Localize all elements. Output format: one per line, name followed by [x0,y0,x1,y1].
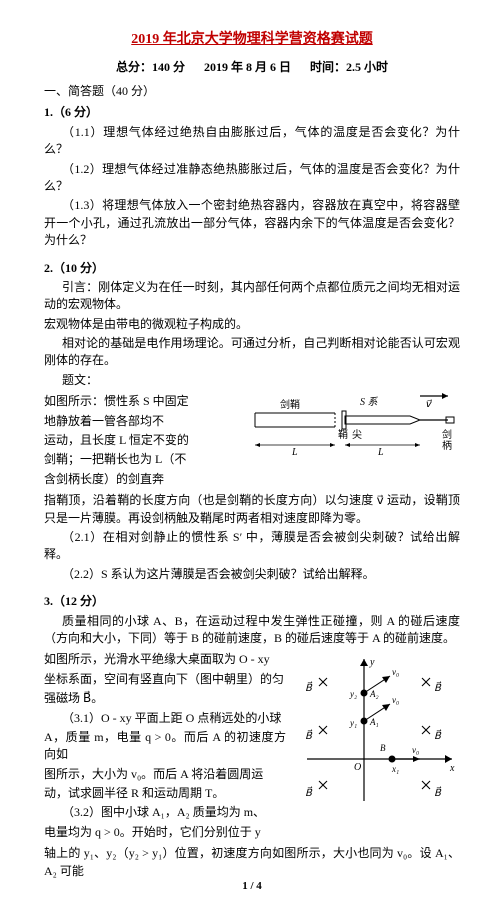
q2-left-2: 地静放着一管各部均不 [44,413,244,430]
svg-text:剑鞘: 剑鞘 [280,398,300,411]
svg-text:v₀: v₀ [412,745,419,755]
svg-text:v₀: v₀ [392,695,399,705]
q2-2: （2.2）S 系认为这片薄膜是否会被剑尖刺破？试给出解释。 [44,566,460,583]
q2-intro-1: 引言：刚体定义为在任一时刻，其内部任何两个点都位质元之间均无相对运动的宏观物体。 [44,279,460,314]
svg-text:柄: 柄 [442,439,452,452]
svg-text:B⃗: B⃗ [305,787,313,800]
q3-l4b: 电量均为 q > 0。开始时，它们分别位于 y [44,824,286,841]
svg-text:A₁: A₁ [369,717,379,727]
q1-number: 1.（6 分） [44,104,460,121]
coordinate-diagram: x y O B⃗ B⃗ B⃗ B⃗ B⃗ B⃗ A₂ y₂ v [292,651,460,811]
svg-text:鞘: 鞘 [338,428,348,441]
q2-intro-4: 题文： [44,372,460,389]
q3-l1: 坐标系面，空间有竖直向下（图中朝里）的匀 [44,671,286,688]
q3-l3a: （3.1）O - xy 平面上距 O 点稍远处的小球 [44,710,286,727]
q1-1: （1.1）理想气体经过绝热自由膨胀过后，气体的温度是否会变化？为什么？ [44,124,460,159]
svg-text:x: x [449,763,455,774]
svg-text:y₂: y₂ [349,689,357,699]
page-number: 1 / 4 [0,880,504,892]
q3-l0: 如图所示，光滑水平绝缘大桌面取为 O - xy [44,651,286,668]
exam-title: 2019 年北京大学物理科学营资格赛试题 [44,28,460,48]
q3-l4a: （3.2）图中小球 A₁，A₂ 质量均为 m、 [44,804,286,821]
svg-text:y: y [369,657,375,668]
section-1-heading: 一、简答题（40 分） [44,83,460,100]
q1-3: （1.3）将理想气体放入一个密封绝热容器内，容器放在真空中，将容器壁开一个小孔，… [44,197,460,249]
q2-number: 2.（10 分） [44,260,460,277]
svg-text:O: O [354,762,361,773]
q3-p1: 质量相同的小球 A、B，在运动过程中发生弹性正碰撞，则 A 的碰后速度（方向和大… [44,613,460,648]
q2-1: （2.1）在相对剑静止的惯性系 S′ 中，薄膜是否会被剑尖刺破？试给出解释。 [44,529,460,564]
q2-intro-3: 相对论的基础是电作用场理论。可通过分析，自己判断相对论能否认可宏观刚体的存在。 [44,335,460,370]
svg-text:尖: 尖 [352,428,362,441]
svg-text:B⃗: B⃗ [305,730,313,743]
svg-text:x₁: x₁ [391,764,399,774]
q2-left-3: 运动，且长度 L 恒定不变的 [44,432,244,449]
q2-left-1: 如图所示：惯性系 S 中固定 [44,393,244,410]
svg-text:剑: 剑 [442,428,452,441]
svg-text:B⃗: B⃗ [434,730,442,743]
q3-after: 轴上的 y₁、y₂（y₂ > y₁）位置，初速度方向如图所示，大小也同为 v₀。… [44,845,460,880]
svg-text:v₀: v₀ [392,667,399,677]
svg-text:y₁: y₁ [349,718,357,728]
q3-l3b: A，质量 m，电量 q > 0。而后 A 的初速度方向如 [44,729,286,764]
svg-text:L: L [291,447,298,458]
q3-number: 3.（12 分） [44,593,460,610]
total-score: 总分：140 分 [116,60,185,74]
q3-l3d: 动，试求圆半径 R 和运动周期 T。 [44,785,286,802]
svg-text:L: L [377,447,384,458]
q3-l3c: 图所示，大小为 v₀。而后 A 将沿着圆周运 [44,766,286,783]
q2-after: 指鞘顶，沿着鞘的长度方向（也是剑鞘的长度方向）以匀速度 v⃗ 运动，设鞘顶只是一… [44,492,460,527]
sword-diagram: v⃗ S 系 剑鞘 鞘 尖 剑 柄 L L [250,393,460,463]
svg-text:A₂: A₂ [369,689,379,699]
exam-date: 2019 年 8 月 6 日 [204,60,291,74]
svg-text:B⃗: B⃗ [305,682,313,695]
svg-text:B⃗: B⃗ [434,682,442,695]
q2-intro-2: 宏观物体是由带电的微观粒子构成的。 [44,316,460,333]
q3-figure-row: 如图所示，光滑水平绝缘大桌面取为 O - xy 坐标系面，空间有竖直向下（图中朝… [44,649,460,843]
exam-time: 时间：2.5 小时 [310,60,388,74]
q2-figure-row: 如图所示：惯性系 S 中固定 地静放着一管各部均不 运动，且长度 L 恒定不变的… [44,391,460,490]
svg-text:B: B [380,743,386,753]
svg-text:S 系: S 系 [360,396,379,408]
q3-l2: 强磁场 B⃗。 [44,690,286,707]
q2-left-4: 剑鞘；一把鞘长也为 L（不 [44,451,244,468]
svg-text:B⃗: B⃗ [434,787,442,800]
exam-meta: 总分：140 分 2019 年 8 月 6 日 时间：2.5 小时 [44,58,460,75]
q1-2: （1.2）理想气体经过准静态绝热膨胀过后，气体的温度是否会变化？为什么？ [44,161,460,196]
svg-text:v⃗: v⃗ [425,399,432,410]
q2-left-5: 含剑柄长度）的剑直奔 [44,471,244,488]
